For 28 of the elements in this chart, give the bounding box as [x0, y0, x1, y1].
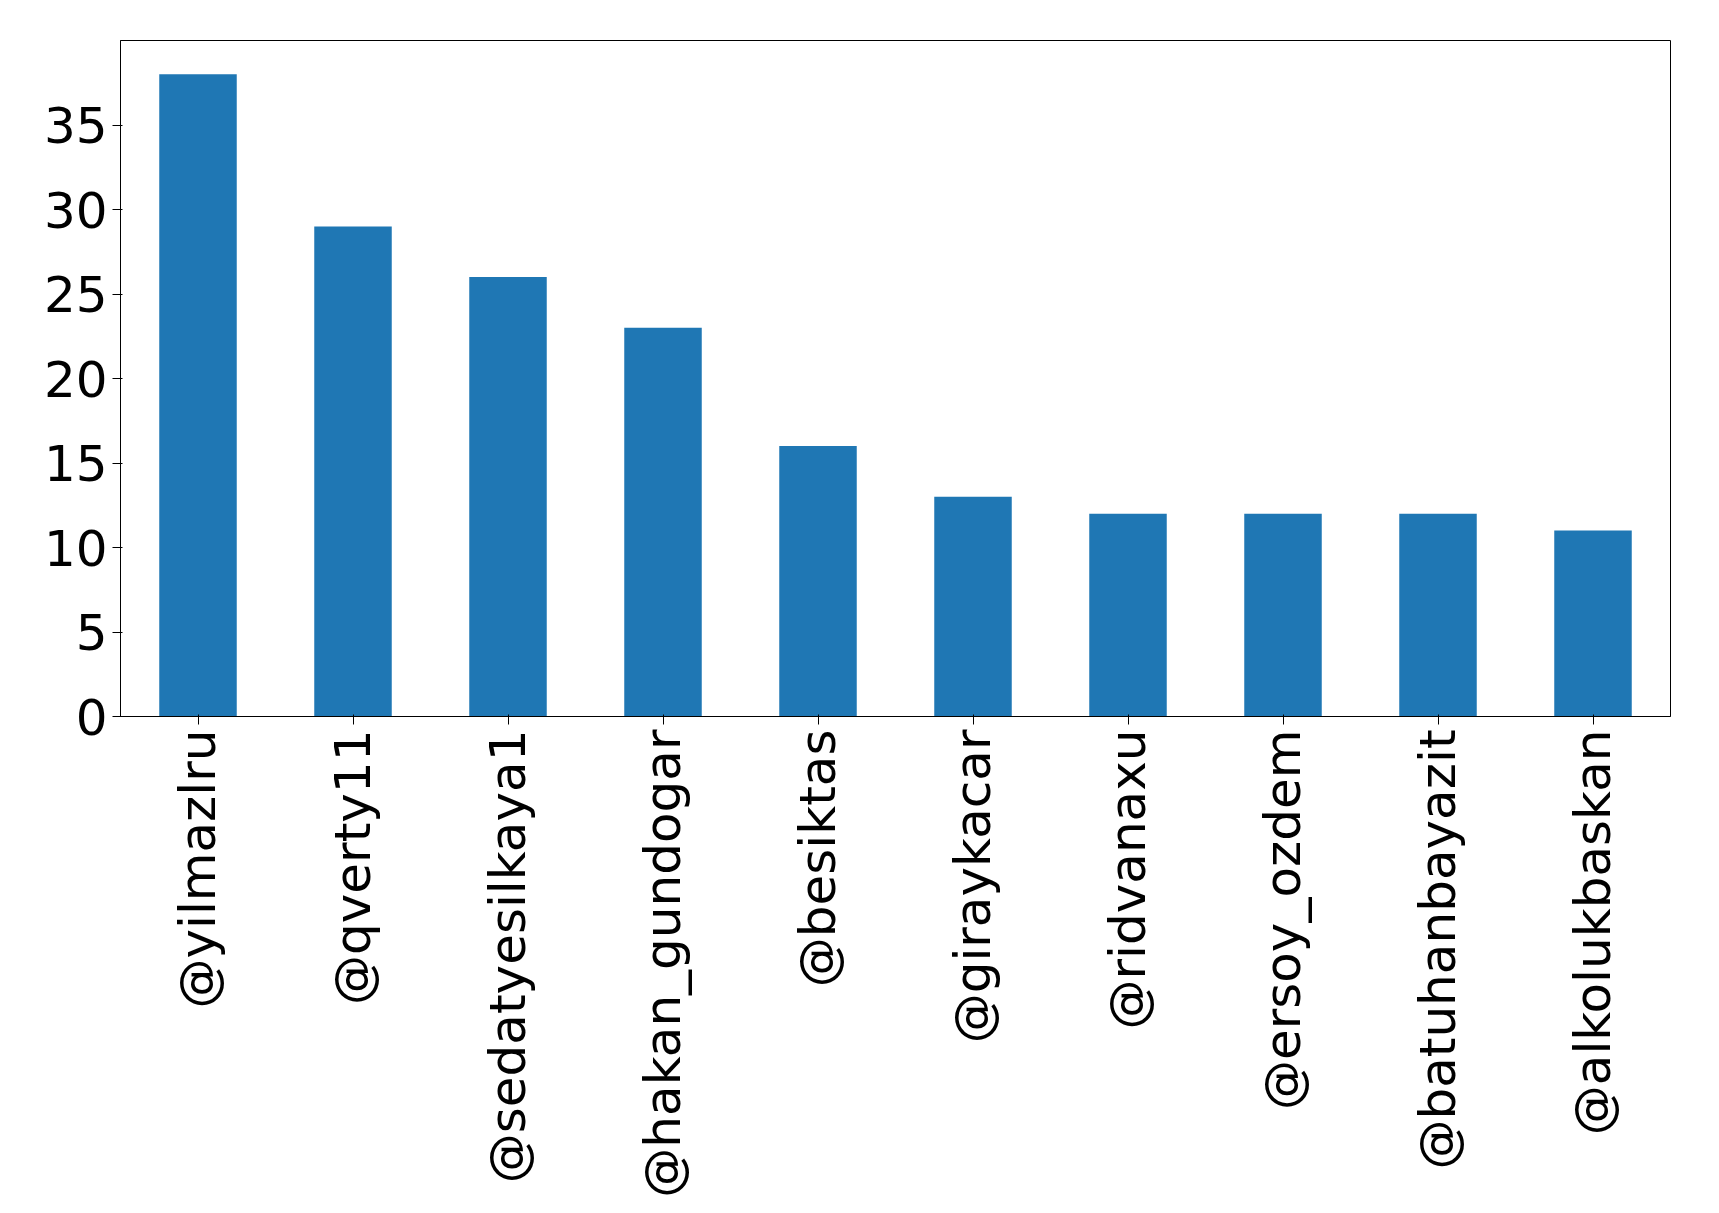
y-tick-label: 25	[43, 266, 108, 324]
bar	[1244, 513, 1322, 717]
bar	[1399, 513, 1477, 717]
bar	[624, 327, 702, 717]
x-tick-label: @batuhanbayazit	[1409, 729, 1467, 1170]
x-tick-label: @ersoy_ozdem	[1254, 729, 1312, 1111]
y-tick-label: 10	[43, 519, 108, 578]
y-tick-label: 15	[43, 435, 108, 493]
y-tick-label: 35	[43, 97, 108, 155]
bar	[469, 277, 547, 717]
x-tick-label: @ridvanaxu	[1099, 729, 1157, 1030]
bar	[159, 74, 237, 717]
y-tick-label: 5	[75, 604, 108, 662]
x-tick-label: @giraykacar	[944, 729, 1002, 1044]
x-tick-label: @sedatyesilkaya1	[479, 729, 537, 1184]
x-tick-label: @besiktas	[789, 729, 847, 988]
x-tick-label: @alkolukbaskan	[1564, 729, 1622, 1136]
x-tick-label: @yilmazlru	[169, 729, 227, 1009]
bar	[934, 496, 1012, 717]
bar	[779, 446, 857, 717]
bar	[314, 226, 392, 717]
x-tick-label: @hakan_gundogar	[634, 729, 692, 1198]
y-tick-label: 30	[43, 181, 108, 240]
x-tick-label: @qverty11	[324, 729, 382, 1005]
bar	[1089, 513, 1167, 717]
bar	[1554, 530, 1632, 717]
y-tick-label: 0	[75, 688, 108, 747]
y-tick-label: 20	[43, 350, 108, 409]
